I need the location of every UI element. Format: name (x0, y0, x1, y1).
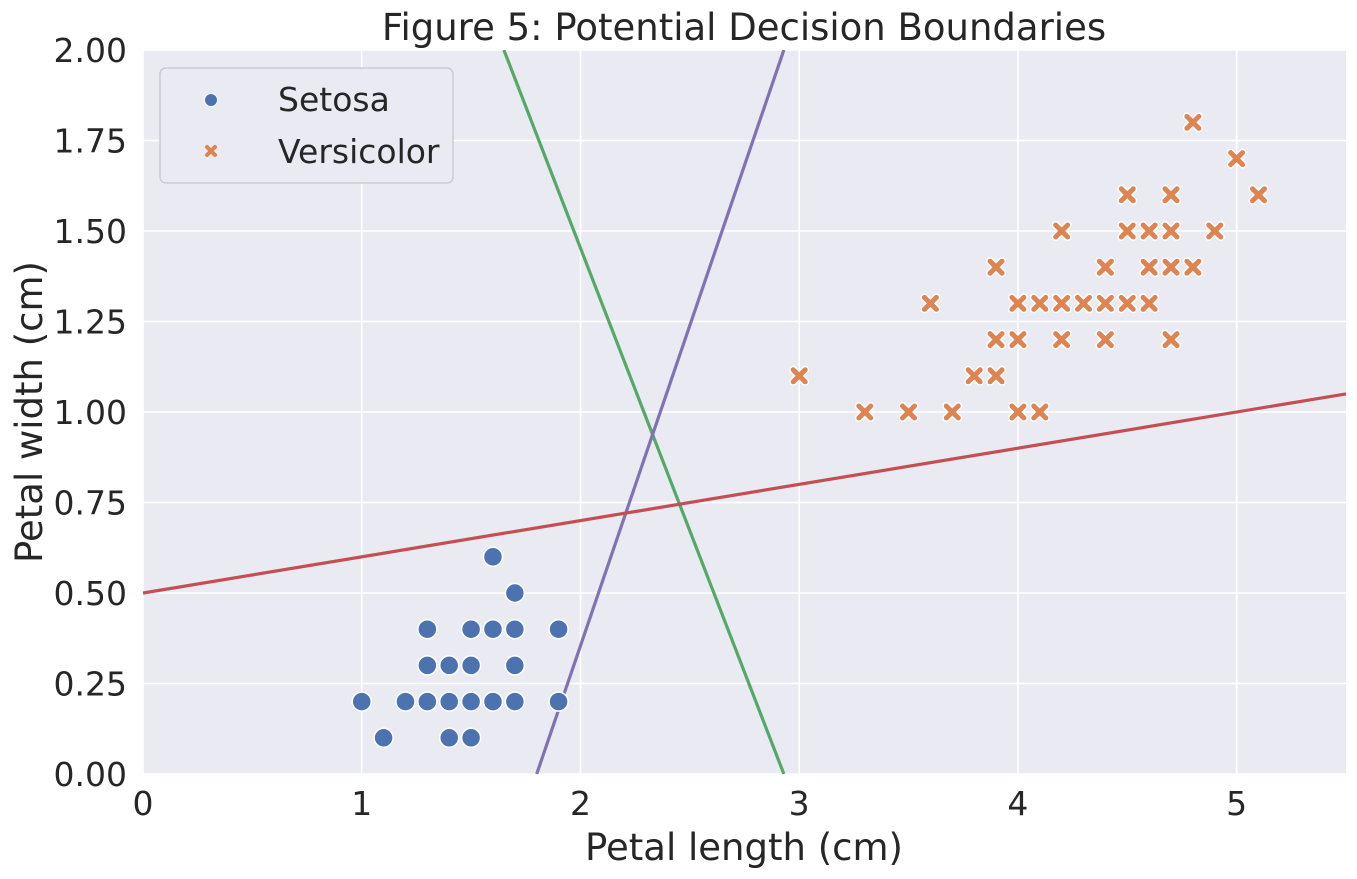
setosa-point (482, 618, 504, 640)
setosa-point (373, 727, 394, 749)
versicolor-point (1248, 184, 1269, 205)
setosa-point (504, 618, 526, 640)
versicolor-point (1117, 184, 1138, 205)
x-tick-label: 0 (133, 784, 154, 823)
y-tick-label: 1.25 (54, 303, 127, 342)
setosa-point (504, 691, 526, 712)
versicolor-point (1095, 329, 1116, 350)
versicolor-point (1182, 257, 1203, 278)
versicolor-point (1051, 293, 1072, 314)
versicolor-point (1051, 221, 1072, 241)
versicolor-point (1051, 329, 1072, 350)
setosa-point (460, 727, 482, 749)
x-tick-label: 2 (570, 784, 591, 823)
setosa-point (351, 691, 372, 712)
setosa-point (417, 618, 438, 640)
versicolor-point (1007, 402, 1028, 422)
versicolor-point (1139, 221, 1160, 241)
versicolor-point (1161, 329, 1182, 350)
versicolor-point (1161, 221, 1182, 241)
versicolor-point (964, 365, 985, 386)
legend-marker-versicolor (205, 145, 217, 157)
versicolor-point (1139, 257, 1160, 278)
versicolor-point (1182, 112, 1203, 133)
setosa-point (548, 618, 569, 640)
x-tick-label: 5 (1226, 784, 1247, 823)
versicolor-point (1095, 257, 1116, 278)
x-tick-label: 1 (351, 784, 372, 823)
setosa-point (504, 582, 526, 604)
versicolor-point (1029, 293, 1050, 314)
y-tick-label: 1.00 (54, 393, 127, 432)
setosa-point (482, 691, 504, 712)
y-tick-label: 0.50 (54, 574, 127, 613)
grid-lines (142, 49, 1346, 775)
x-tick-labels: 0 1 2 3 4 5 (133, 784, 1248, 823)
versicolor-point (1117, 221, 1138, 241)
y-tick-labels: 0.00 0.25 0.50 0.75 1.00 1.25 1.50 1.75 2.00 (54, 31, 127, 794)
versicolor-point (942, 402, 963, 422)
y-tick-label: 0.75 (54, 484, 127, 523)
data-points (351, 112, 1269, 749)
setosa-point (548, 691, 569, 712)
x-tick-label: 4 (1007, 784, 1028, 823)
boundary-line (143, 392, 1346, 595)
setosa-point (438, 655, 460, 676)
versicolor-point (1139, 293, 1160, 314)
legend-label-setosa: Setosa (278, 80, 390, 119)
versicolor-point (1029, 402, 1050, 422)
setosa-point (482, 546, 504, 568)
decision-boundaries (143, 50, 1346, 774)
legend-marker-setosa (204, 93, 218, 107)
setosa-point (460, 691, 482, 712)
versicolor-point (1073, 293, 1094, 314)
versicolor-point (986, 257, 1007, 278)
versicolor-point (854, 402, 875, 422)
legend: Setosa Versicolor (159, 67, 454, 184)
setosa-point (417, 691, 438, 712)
versicolor-point (1161, 257, 1182, 278)
y-tick-label: 1.75 (54, 122, 127, 161)
y-tick-label: 0.25 (54, 665, 127, 704)
versicolor-point (1117, 293, 1138, 314)
versicolor-point (898, 402, 919, 422)
boundary-line (535, 50, 786, 774)
versicolor-point (1007, 329, 1028, 350)
y-tick-label: 1.50 (54, 212, 127, 251)
versicolor-point (1095, 293, 1116, 314)
chart-title: Figure 5: Potential Decision Boundaries (382, 6, 1106, 49)
versicolor-point (986, 329, 1007, 350)
y-axis-label: Petal width (cm) (8, 261, 51, 563)
versicolor-point (920, 293, 941, 314)
versicolor-point (1007, 293, 1028, 314)
y-tick-label: 2.00 (54, 31, 127, 70)
legend-box (159, 67, 454, 184)
versicolor-point (986, 365, 1007, 386)
versicolor-point (789, 365, 810, 386)
x-axis-label: Petal length (cm) (585, 826, 903, 869)
setosa-point (504, 655, 526, 676)
setosa-point (395, 691, 416, 712)
versicolor-point (1226, 148, 1247, 169)
versicolor-point (1161, 184, 1182, 205)
y-tick-label: 0.00 (54, 755, 127, 794)
setosa-point (438, 691, 460, 712)
setosa-point (460, 618, 482, 640)
setosa-point (417, 655, 438, 676)
setosa-point (460, 655, 482, 676)
legend-label-versicolor: Versicolor (278, 132, 440, 171)
versicolor-point (1204, 221, 1225, 241)
boundary-line (502, 50, 786, 774)
setosa-point (438, 727, 460, 749)
x-tick-label: 3 (789, 784, 810, 823)
